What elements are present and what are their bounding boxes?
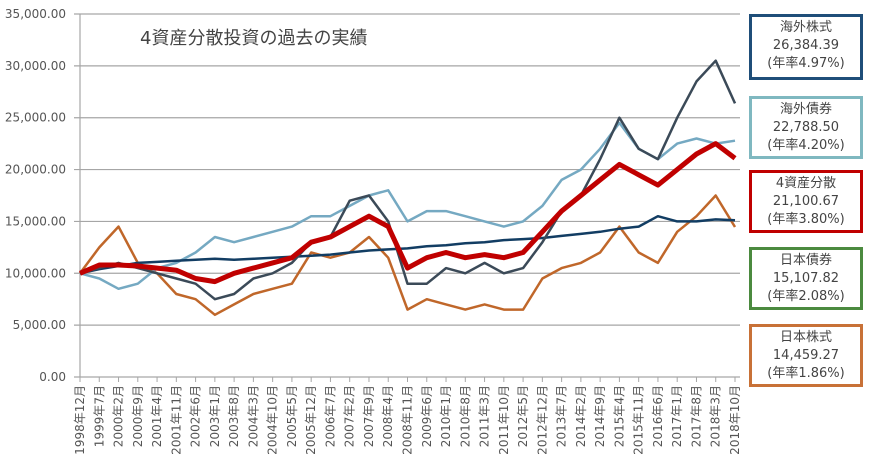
series-line-海外株式 bbox=[79, 59, 737, 301]
x-tick-label: 2009年6月 bbox=[420, 385, 434, 447]
legend-name: 日本債券 bbox=[779, 253, 832, 268]
x-axis-ticks: 1998年12月 1999年7月 2000年2月 2000年9月 2001年4月 2001… bbox=[73, 377, 742, 455]
x-tick-label: 2007年9月 bbox=[362, 385, 376, 447]
legend-value: 26,384.39 bbox=[772, 38, 840, 53]
x-tick-label: 2015年11月 bbox=[632, 385, 646, 455]
legend-rate: (年率2.08%) bbox=[767, 289, 845, 304]
x-tick-label: 2007年2月 bbox=[343, 385, 357, 447]
x-tick-label: 2002年6月 bbox=[189, 385, 203, 447]
x-tick-label: 2003年8月 bbox=[227, 385, 241, 447]
y-tick-label: 30,000.00 bbox=[5, 59, 66, 73]
x-tick-label: 2008年11月 bbox=[401, 385, 415, 455]
x-tick-label: 2017年8月 bbox=[689, 385, 703, 447]
series-line-4資産分散 bbox=[79, 141, 737, 285]
y-axis-ticks: 0.00 5,000.00 10,000.00 15,000.00 20,000.00 2… bbox=[5, 7, 66, 384]
legend-name: 海外株式 bbox=[779, 20, 832, 35]
y-tick-label: 25,000.00 bbox=[5, 111, 66, 125]
legend-item: 日本債券 15,107.82 (年率2.08%) bbox=[749, 247, 863, 310]
series-line-日本債券 bbox=[79, 214, 736, 275]
x-tick-label: 2018年10月 bbox=[728, 385, 742, 455]
legend-name: 4資産分散 bbox=[775, 176, 837, 191]
series-line-海外債券 bbox=[79, 121, 736, 291]
y-tick-label: 5,000.00 bbox=[13, 318, 66, 332]
x-tick-label: 2006年7月 bbox=[323, 385, 337, 447]
x-tick-label: 2001年11月 bbox=[169, 385, 183, 455]
x-tick-label: 2010年8月 bbox=[458, 385, 472, 447]
x-tick-label: 2004年10月 bbox=[266, 385, 280, 455]
series-line-日本株式 bbox=[78, 194, 737, 317]
x-tick-label: 2014年9月 bbox=[593, 385, 607, 447]
x-tick-label: 2014年2月 bbox=[574, 385, 588, 447]
x-tick-label: 2000年2月 bbox=[112, 385, 126, 447]
legend-item: 海外債券 22,788.50 (年率4.20%) bbox=[749, 96, 863, 159]
grid-lines bbox=[74, 13, 740, 378]
legend-value: 15,107.82 bbox=[772, 271, 840, 286]
chart-title: 4資産分散投資の過去の実績 bbox=[140, 28, 367, 49]
x-tick-label: 2005年5月 bbox=[285, 385, 299, 447]
legend-item: 日本株式 14,459.27 (年率1.86%) bbox=[749, 324, 863, 387]
legend-rate: (年率1.86%) bbox=[767, 366, 845, 381]
x-tick-label: 1998年12月 bbox=[73, 385, 87, 455]
x-tick-label: 2005年12月 bbox=[304, 385, 318, 455]
y-tick-label: 20,000.00 bbox=[5, 163, 66, 177]
x-tick-label: 2016年6月 bbox=[651, 385, 665, 447]
x-tick-label: 2011年10月 bbox=[497, 385, 511, 455]
x-tick-label: 2017年1月 bbox=[670, 385, 684, 447]
x-tick-label: 2008年4月 bbox=[381, 385, 395, 447]
legend-name: 日本株式 bbox=[779, 330, 832, 345]
x-tick-label: 2018年3月 bbox=[709, 385, 723, 447]
legend-rate: (年率3.80%) bbox=[767, 212, 845, 227]
y-tick-label: 15,000.00 bbox=[5, 214, 66, 228]
x-tick-label: 2015年4月 bbox=[612, 385, 626, 447]
x-tick-label: 2010年1月 bbox=[439, 385, 453, 447]
x-tick-label: 2013年7月 bbox=[555, 385, 569, 447]
legend-value: 21,100.67 bbox=[772, 194, 840, 209]
legend-rate: (年率4.20%) bbox=[767, 138, 845, 153]
y-tick-label: 35,000.00 bbox=[5, 7, 66, 21]
legend-item: 4資産分散 21,100.67 (年率3.80%) bbox=[749, 170, 863, 233]
y-tick-label: 0.00 bbox=[39, 370, 66, 384]
x-tick-label: 2000年9月 bbox=[131, 385, 145, 447]
x-tick-label: 1999年7月 bbox=[92, 385, 106, 447]
legend-value: 22,788.50 bbox=[772, 120, 840, 135]
y-tick-label: 10,000.00 bbox=[5, 266, 66, 280]
x-tick-label: 2001年4月 bbox=[150, 385, 164, 447]
x-tick-label: 2003年1月 bbox=[208, 385, 222, 447]
legend-name: 海外債券 bbox=[779, 102, 832, 117]
x-tick-label: 2011年3月 bbox=[478, 385, 492, 447]
legend-value: 14,459.27 bbox=[772, 348, 840, 363]
legend-rate: (年率4.97%) bbox=[767, 56, 845, 71]
legend-item: 海外株式 26,384.39 (年率4.97%) bbox=[749, 14, 863, 80]
series-lines bbox=[78, 59, 737, 317]
x-tick-label: 2012年12月 bbox=[535, 385, 549, 455]
x-tick-label: 2012年5月 bbox=[516, 385, 530, 447]
x-tick-label: 2004年3月 bbox=[246, 385, 260, 447]
